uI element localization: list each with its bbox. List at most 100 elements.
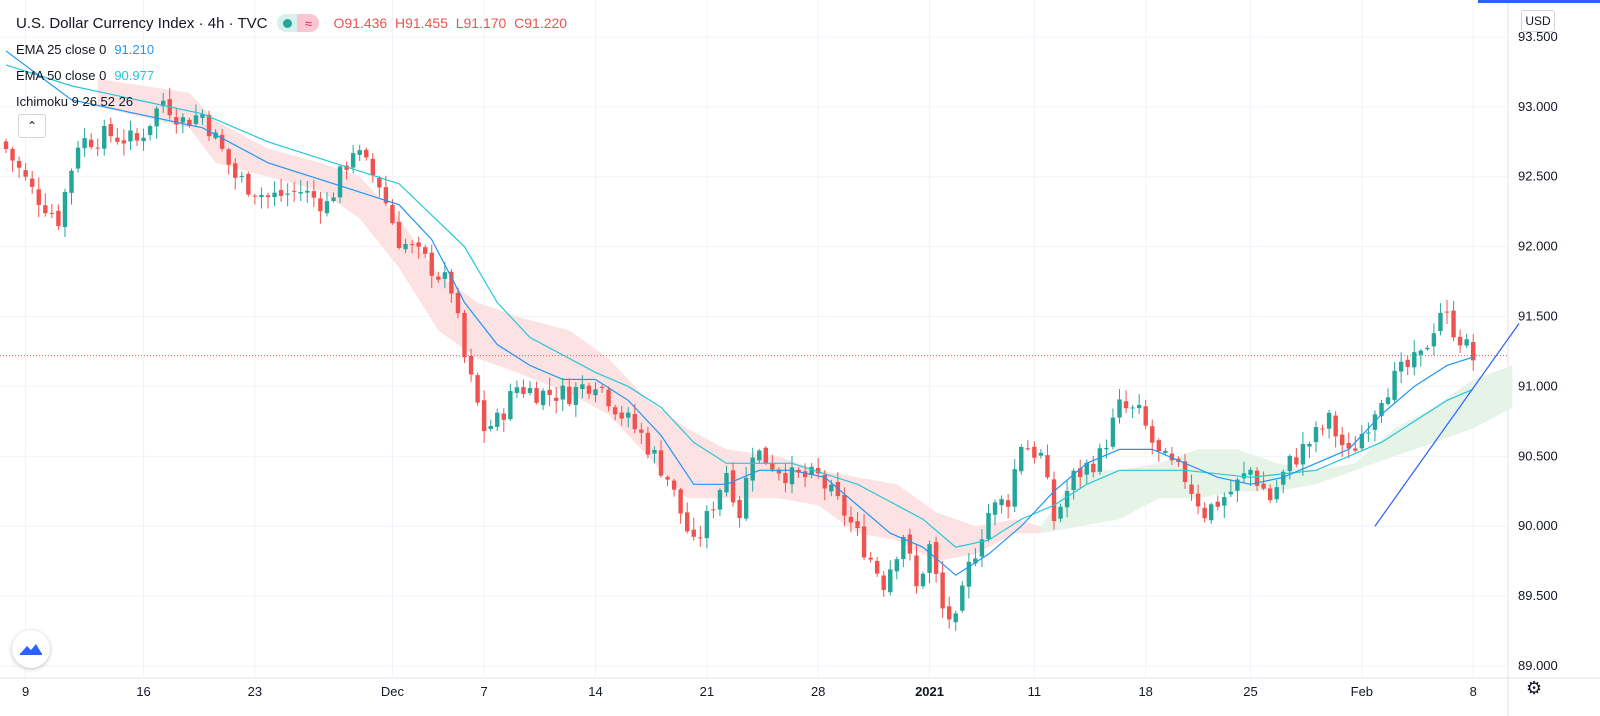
time-axis[interactable]: 9 16 23 Dec 7 14 21 28 2021 11 18 25 Feb 8 [22,684,1477,699]
candle [855,512,860,537]
candle [1366,422,1371,443]
candle [187,117,192,128]
price-tick-label: 89.500 [1518,588,1558,603]
candle [691,517,696,541]
candle [1189,474,1194,501]
candle [121,129,127,156]
candle [940,560,945,618]
symbol-title[interactable]: U.S. Dollar Currency Index · 4h · TVC [16,14,268,32]
candle [1405,355,1410,375]
candle [337,164,343,204]
candle [1222,492,1227,519]
chart-legend: U.S. Dollar Currency Index · 4h · TVC ≈ … [16,10,567,114]
currency-badge[interactable]: USD [1521,10,1555,32]
candle [599,384,605,393]
indicator-value: 90.977 [114,67,155,83]
candle [861,513,867,561]
price-tick-label: 89.000 [1518,658,1558,673]
candle [593,382,598,403]
candle [56,204,61,231]
candle [1110,408,1116,450]
candle [3,138,9,154]
candle [816,457,821,479]
candle [1241,461,1247,484]
candle [449,268,454,303]
candle [1182,453,1188,489]
candle [246,171,251,197]
candle [1412,340,1417,376]
candle [36,177,41,218]
candle [468,348,474,382]
indicator-ema50[interactable]: EMA 50 close 0 90.977 [16,62,567,88]
time-tick-label: 16 [136,684,150,699]
candle [403,238,408,254]
candle [495,408,500,431]
collapse-legend-button[interactable]: ⌃ [18,114,46,138]
status-pill[interactable]: ≈ [277,14,320,32]
time-tick-label: 28 [811,684,825,699]
candle [1287,454,1292,480]
candle [1045,444,1050,480]
time-tick-label: 9 [22,684,29,699]
candle [1071,468,1076,500]
candle [1359,425,1365,451]
ema25-line [5,50,1474,576]
candles [3,87,1476,631]
ohlc-high: 91.455 [405,15,448,31]
candle [757,448,762,464]
ichimoku-cloud-bearish [97,78,1041,562]
candle [652,446,657,464]
candle [49,203,55,219]
candle [219,128,225,152]
candle [1136,394,1142,415]
candle [278,178,284,202]
candle [586,382,592,399]
ohlc-open: 91.436 [344,15,388,31]
candle [1398,352,1404,384]
candle [272,181,277,207]
market-status-icon [277,14,298,32]
candle [881,570,886,597]
candle [1307,441,1312,459]
candle [619,406,624,426]
tradingview-logo-icon[interactable] [12,630,50,668]
data-delay-icon: ≈ [297,14,320,32]
candle [658,440,664,478]
indicator-ema25[interactable]: EMA 25 close 0 91.210 [16,36,567,62]
candle [639,422,644,444]
indicator-ichimoku[interactable]: Ichimoku 9 26 52 26 [16,88,567,114]
indicator-name: Ichimoku 9 26 52 26 [16,93,134,109]
candle [1025,440,1030,451]
candle [1326,409,1332,439]
candle [888,560,893,596]
candle [540,388,546,410]
candle [1267,484,1273,504]
candle [416,236,421,259]
candle [1333,411,1338,448]
candle [1195,484,1201,514]
candle [429,244,434,288]
candle [874,556,880,577]
candle [1215,495,1220,511]
trendline[interactable] [1374,323,1520,527]
candle [43,193,48,217]
candle [717,487,723,516]
candle [1464,333,1469,348]
candle [233,158,238,190]
candle [1123,390,1129,413]
candle [128,120,133,150]
candle [1261,471,1266,491]
time-tick-label: 25 [1243,684,1257,699]
candle [521,379,526,398]
candle [298,179,303,202]
candle [226,147,231,175]
candle [547,377,552,407]
candle [30,170,35,194]
time-tick-label: 14 [588,684,602,699]
candle [154,106,159,139]
gear-icon[interactable]: ⚙ [1526,678,1543,698]
candle [1254,467,1260,491]
candle [370,152,375,183]
price-axis[interactable]: 93.500 93.000 92.500 92.000 91.500 91.000 90.5… [1518,29,1558,673]
